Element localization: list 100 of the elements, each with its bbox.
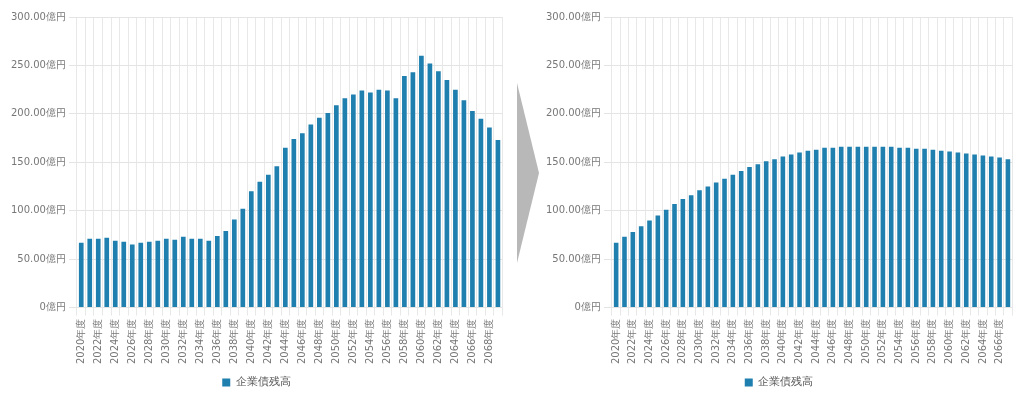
bar bbox=[265, 174, 271, 308]
bar bbox=[888, 146, 894, 308]
x-tick-label: 2048年度 bbox=[843, 318, 855, 364]
x-tick-label: 2020年度 bbox=[609, 318, 621, 364]
bar bbox=[206, 240, 212, 308]
x-tick-label: 2032年度 bbox=[709, 318, 721, 364]
x-tick-label: 2024年度 bbox=[108, 318, 120, 364]
bar bbox=[419, 55, 424, 308]
bar bbox=[163, 238, 169, 308]
x-tick-label: 2040年度 bbox=[244, 318, 256, 364]
x-tick-label: 2034年度 bbox=[193, 318, 205, 364]
bar bbox=[453, 89, 458, 308]
x-tick-label: 2056年度 bbox=[909, 318, 921, 364]
x-tick-label: 2058年度 bbox=[397, 318, 409, 364]
bar bbox=[172, 239, 178, 308]
bar bbox=[847, 146, 852, 308]
bar bbox=[863, 146, 869, 308]
x-tick-label: 2040年度 bbox=[776, 318, 788, 364]
x-tick-label: 2032年度 bbox=[176, 318, 188, 364]
x-tick-label: 2042年度 bbox=[793, 318, 805, 364]
bar bbox=[997, 157, 1002, 308]
x-tick-label: 2038年度 bbox=[759, 318, 771, 364]
x-tick-label: 2054年度 bbox=[893, 318, 905, 364]
y-tick-label: 300.00億円 bbox=[545, 10, 601, 22]
y-tick-label: 100.00億円 bbox=[10, 204, 66, 216]
x-tick-label: 2062年度 bbox=[431, 318, 443, 364]
x-tick-label: 2030年度 bbox=[159, 318, 171, 364]
bar bbox=[317, 117, 322, 308]
x-tick-label: 2068年度 bbox=[483, 318, 495, 364]
x-tick-label: 2036年度 bbox=[743, 318, 755, 364]
bar bbox=[274, 166, 280, 308]
x-tick-label: 2060年度 bbox=[943, 318, 955, 364]
bar bbox=[938, 150, 944, 308]
x-tick-label: 2044年度 bbox=[278, 318, 290, 364]
bar bbox=[240, 208, 246, 308]
x-tick-label: 2046年度 bbox=[826, 318, 838, 364]
x-tick-label: 2022年度 bbox=[91, 318, 103, 364]
bar bbox=[78, 242, 84, 308]
y-tick-label: 250.00億円 bbox=[545, 59, 601, 71]
bar bbox=[672, 203, 677, 308]
x-tick-label: 2066年度 bbox=[993, 318, 1005, 364]
x-tick-label: 2056年度 bbox=[380, 318, 392, 364]
bar bbox=[197, 238, 203, 308]
bar bbox=[772, 159, 777, 308]
y-tick-label: 50.00億円 bbox=[17, 252, 66, 264]
x-tick-label: 2050年度 bbox=[329, 318, 341, 364]
bar bbox=[385, 90, 390, 308]
bar bbox=[622, 236, 627, 308]
y-tick-label: 150.00億円 bbox=[545, 155, 601, 167]
y-tick-label: 50.00億円 bbox=[552, 252, 601, 264]
bar bbox=[972, 154, 977, 308]
x-tick-label: 2028年度 bbox=[142, 318, 154, 364]
bar bbox=[291, 139, 297, 308]
bar bbox=[129, 244, 135, 308]
bar bbox=[189, 238, 195, 308]
bar bbox=[112, 240, 118, 308]
bar bbox=[155, 240, 161, 308]
y-tick-label: 300.00億円 bbox=[10, 10, 66, 22]
bar bbox=[722, 178, 727, 308]
x-tick-label: 2052年度 bbox=[346, 318, 358, 364]
bar bbox=[487, 127, 492, 308]
x-tick-label: 2046年度 bbox=[295, 318, 307, 364]
x-tick-label: 2022年度 bbox=[626, 318, 638, 364]
bar bbox=[872, 146, 877, 308]
x-tick-label: 2036年度 bbox=[210, 318, 222, 364]
bar bbox=[402, 76, 407, 308]
x-tick-label: 2024年度 bbox=[643, 318, 655, 364]
bar bbox=[947, 151, 952, 308]
bar bbox=[470, 110, 475, 308]
x-tick-label: 2030年度 bbox=[693, 318, 705, 364]
bar bbox=[797, 152, 802, 308]
bar bbox=[248, 191, 254, 308]
y-tick-label: 200.00億円 bbox=[10, 107, 66, 119]
legend-label: 企業債残高 bbox=[235, 375, 291, 389]
x-tick-label: 2064年度 bbox=[449, 318, 460, 364]
x-tick-label: 2020年度 bbox=[74, 318, 86, 364]
x-tick-label: 2026年度 bbox=[125, 318, 137, 364]
bar bbox=[257, 181, 263, 308]
bar bbox=[747, 167, 752, 308]
y-tick-label: 0億円 bbox=[574, 301, 601, 313]
y-tick-label: 0億円 bbox=[39, 301, 66, 313]
x-tick-label: 2060年度 bbox=[414, 318, 426, 364]
bar bbox=[922, 148, 927, 308]
x-tick-label: 2050年度 bbox=[859, 318, 871, 364]
x-tick-label: 2028年度 bbox=[676, 318, 688, 364]
bar bbox=[697, 190, 702, 308]
bar bbox=[223, 231, 229, 308]
x-tick-label: 2034年度 bbox=[726, 318, 738, 364]
bar bbox=[334, 105, 339, 308]
y-tick-label: 200.00億円 bbox=[545, 107, 601, 119]
bar bbox=[436, 71, 441, 308]
bar bbox=[138, 242, 144, 308]
bar bbox=[351, 94, 356, 308]
legend-label: 企業債残高 bbox=[758, 375, 814, 389]
bar bbox=[897, 147, 902, 308]
y-tick-label: 250.00億円 bbox=[10, 59, 66, 71]
bar bbox=[146, 241, 152, 308]
x-tick-label: 2064年度 bbox=[976, 318, 988, 364]
bar bbox=[838, 146, 844, 308]
bar bbox=[300, 133, 305, 308]
